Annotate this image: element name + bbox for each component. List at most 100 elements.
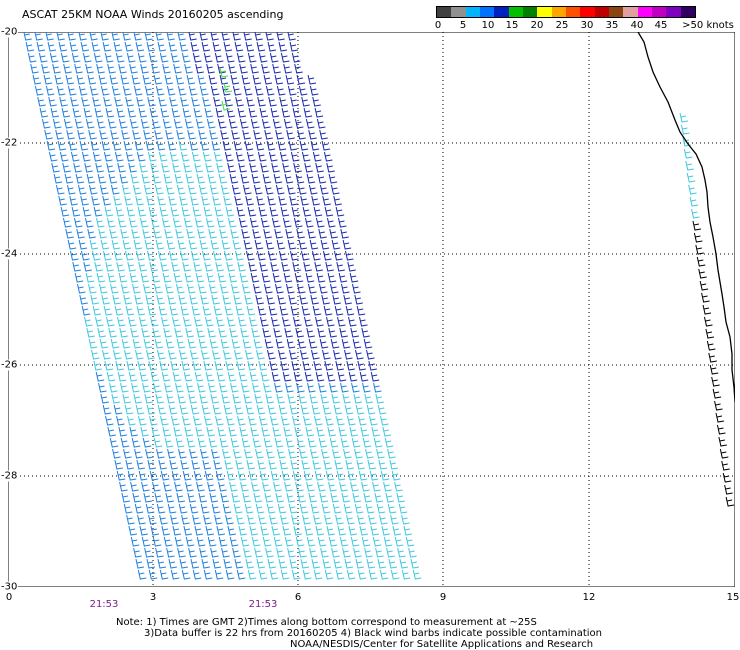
wind-barb (135, 250, 145, 261)
wind-barb (144, 32, 153, 41)
wind-barb (691, 208, 700, 219)
wind-barb (361, 327, 370, 338)
wind-barb (187, 492, 197, 503)
wind-barb (161, 371, 171, 382)
wind-barb (190, 404, 200, 415)
wind-barb (196, 327, 205, 338)
wind-barb (183, 217, 193, 228)
wind-barb (292, 415, 301, 426)
map-title: ASCAT 25KM NOAA Winds 20160205 ascending (22, 8, 284, 21)
wind-barb (388, 558, 398, 569)
wind-barb (151, 63, 160, 74)
wind-barb (302, 569, 312, 580)
wind-barb (102, 250, 112, 261)
wind-barb (236, 569, 246, 580)
wind-barb (271, 217, 281, 228)
wind-barb (180, 96, 189, 107)
wind-barb (278, 195, 287, 206)
wind-barb (269, 360, 278, 371)
wind-barb (230, 228, 239, 239)
wind-barb (280, 514, 289, 525)
wind-barb (193, 261, 202, 272)
wind-barb (330, 184, 340, 195)
wind-barb (158, 151, 168, 162)
wind-barb (162, 63, 171, 74)
wind-barb (205, 525, 215, 536)
wind-barb (203, 206, 213, 217)
wind-barb (199, 547, 208, 558)
wind-barb (680, 124, 690, 135)
wind-barb (267, 349, 276, 360)
wind-barb (283, 426, 292, 437)
wind-barb (387, 448, 396, 459)
wind-barb (192, 360, 201, 371)
wind-barb (380, 415, 389, 426)
wind-barb (172, 371, 182, 382)
wind-barb (242, 338, 252, 349)
scale-label: 15 (505, 20, 519, 31)
wind-barb (231, 492, 241, 503)
wind-barb (102, 349, 111, 360)
wind-barb (337, 316, 346, 327)
wind-barb (188, 85, 198, 96)
wind-barb (252, 382, 261, 393)
wind-barb (109, 228, 118, 239)
wind-barb (124, 195, 133, 206)
wind-barb (134, 140, 144, 151)
wind-barb (193, 415, 202, 426)
wind-barb (143, 283, 152, 294)
wind-barb (211, 294, 220, 305)
wind-barb (147, 305, 157, 316)
wind-barb (109, 382, 118, 393)
wind-barb (291, 569, 301, 580)
wind-barb (324, 514, 333, 525)
wind-barb (711, 376, 720, 387)
lat-label: -30 (0, 581, 19, 593)
scale-color-segment (565, 7, 581, 17)
wind-barb (64, 173, 74, 184)
wind-barb (176, 184, 186, 195)
wind-barb (152, 327, 161, 338)
lat-label: -26 (0, 359, 19, 371)
wind-barb (372, 536, 382, 547)
wind-barb (238, 525, 248, 536)
wind-barb (341, 283, 350, 294)
wind-barb (685, 160, 694, 171)
wind-barb (171, 470, 181, 481)
wind-barb (683, 148, 693, 159)
wind-barb (138, 415, 147, 426)
wind-barb (122, 393, 131, 404)
wind-barb (199, 239, 209, 250)
wind-barb (352, 338, 362, 349)
wind-barb (221, 32, 230, 41)
wind-barb (291, 514, 300, 525)
wind-barb (363, 492, 373, 503)
wind-barb (186, 382, 195, 393)
wind-barb (127, 261, 136, 272)
wind-barb (320, 393, 329, 404)
wind-barb (111, 85, 121, 96)
wind-barb (243, 32, 252, 41)
wind-barb (146, 250, 156, 261)
wind-barb (279, 305, 289, 316)
wind-barb (298, 393, 307, 404)
wind-barb (72, 107, 82, 118)
wind-barb (247, 569, 257, 580)
wind-barb (327, 426, 336, 437)
wind-barb (150, 525, 160, 536)
wind-barb (309, 239, 319, 250)
wind-barb (83, 261, 92, 272)
wind-barb (303, 107, 313, 118)
wind-barb (124, 404, 134, 415)
wind-barb (175, 74, 185, 85)
wind-barb (126, 52, 136, 63)
wind-barb (163, 481, 172, 492)
wind-barb (361, 536, 371, 547)
wind-barb (267, 558, 277, 569)
wind-barb (300, 195, 309, 206)
wind-barb (237, 415, 246, 426)
wind-barb (355, 404, 365, 415)
wind-barb (71, 52, 81, 63)
wind-barb (147, 151, 157, 162)
wind-barb (152, 536, 162, 547)
